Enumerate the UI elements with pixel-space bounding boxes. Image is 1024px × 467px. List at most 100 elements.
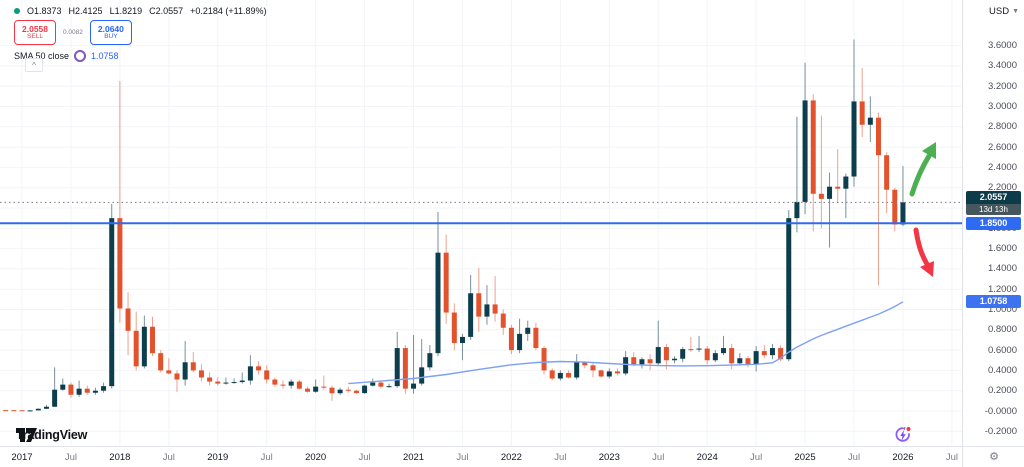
candle-body	[3, 410, 9, 412]
gear-icon[interactable]: ⚙	[989, 451, 999, 463]
chevron-up-icon: ^	[32, 60, 36, 70]
candle-body	[215, 381, 221, 384]
candle-body	[223, 382, 229, 384]
candle-body	[590, 365, 596, 371]
candle-body	[557, 372, 563, 379]
sell-label: SELL	[27, 33, 43, 40]
candle-body	[737, 358, 743, 364]
candle-body	[851, 101, 857, 177]
candle-body	[598, 370, 604, 377]
time-tick-label: 2025	[794, 452, 816, 463]
axis-corner: ⚙	[962, 446, 1024, 467]
ohlc-low: L1.8219	[109, 6, 143, 16]
time-tick-label: 2024	[696, 452, 718, 463]
candle-body	[696, 348, 702, 350]
candle-body	[182, 362, 188, 380]
price-tick-label: 0.2000	[987, 385, 1017, 397]
flash-sticker-icon[interactable]	[893, 425, 913, 445]
chart-canvas[interactable]	[0, 0, 962, 446]
arrow-up-drawing[interactable]	[909, 142, 936, 197]
candle-body	[141, 326, 147, 367]
candle-body	[566, 372, 572, 378]
candle-body	[76, 388, 82, 395]
candle-body	[492, 304, 498, 314]
indicator-value: 1.0758	[91, 51, 119, 61]
sell-button[interactable]: 2.0558 SELL	[14, 20, 56, 45]
candle-body	[272, 379, 278, 385]
ohlc-change: +0.2184 (+11.89%)	[190, 6, 267, 16]
current-price-value: 2.0557	[966, 191, 1021, 205]
price-tick-label: 3.0000	[987, 101, 1017, 112]
currency-selector[interactable]: USD ▼	[989, 6, 1019, 17]
price-tick-label: 2.6000	[987, 141, 1017, 153]
legend-collapse-button[interactable]: ^	[25, 58, 43, 72]
chart-plot-area[interactable]: O1.8373 H2.4125 L1.8219 C2.0557 +0.2184 …	[0, 0, 962, 446]
sell-price: 2.0558	[22, 23, 48, 34]
candle-body	[60, 384, 66, 390]
horizontal-line-price-value: 1.8500	[979, 217, 1008, 228]
candle-body	[174, 373, 180, 380]
candle-body	[304, 388, 310, 392]
price-tick-label: 1.2000	[987, 283, 1017, 295]
candles-layer[interactable]	[0, 39, 906, 412]
candle-body	[386, 386, 392, 388]
candle-body	[443, 252, 449, 313]
candle-body	[362, 385, 368, 394]
time-axis[interactable]: 2017 Jul 2018 Jul 2019 Jul 2020 Jul 2021 Jul 2022 J…	[0, 446, 962, 467]
candle-body	[256, 366, 262, 371]
candle-body	[525, 327, 531, 334]
price-tick-label: 1.6000	[987, 243, 1017, 255]
price-tick-label: 1.4000	[987, 263, 1017, 275]
candle-body	[11, 410, 17, 412]
candle-body	[500, 313, 506, 328]
candle-body	[353, 390, 359, 394]
candle-body	[794, 201, 800, 219]
ohlc-open: O1.8373	[27, 6, 62, 16]
candle-body	[166, 370, 172, 374]
candle-body	[35, 408, 41, 411]
candle-body	[459, 336, 465, 343]
price-tick-label: 3.2000	[987, 80, 1017, 92]
sma-50-line[interactable]	[348, 301, 904, 385]
buy-button[interactable]: 2.0640 BUY	[89, 20, 132, 45]
time-tick-label: Jul	[554, 452, 567, 463]
candle-body	[859, 101, 865, 125]
price-tick-label: 1.0000	[987, 304, 1017, 315]
candle-body	[264, 370, 270, 380]
indicator-row[interactable]: SMA 50 close 1.0758	[14, 50, 267, 62]
candle-body	[207, 377, 213, 382]
bar-close-countdown: 13d 13h	[966, 204, 1021, 216]
sma-price-label: 1.0758	[966, 295, 1021, 309]
time-tick-label: 2017	[11, 452, 33, 463]
candle-body	[402, 348, 408, 389]
time-tick-label: Jul	[945, 452, 958, 463]
tradingview-watermark: TradingView	[16, 428, 87, 442]
candle-body	[476, 293, 482, 317]
candle-body	[663, 347, 669, 361]
candle-body	[892, 189, 898, 225]
candle-body	[247, 366, 253, 381]
candle-body	[835, 186, 841, 189]
candle-body	[394, 348, 400, 387]
current-price-label: 2.0557 13d 13h	[966, 191, 1021, 216]
buy-price: 2.0640	[97, 23, 124, 34]
price-tick-label: 3.6000	[987, 40, 1017, 52]
candle-body	[133, 330, 139, 367]
candle-body	[900, 202, 906, 225]
price-tick-label: 0.6000	[987, 344, 1017, 356]
time-tick-label: Jul	[456, 452, 469, 463]
candle-body	[884, 155, 890, 190]
ohlc-close: C2.0557	[149, 6, 184, 16]
arrow-down-drawing[interactable]	[913, 227, 934, 277]
price-tick-label: 2.8000	[987, 121, 1017, 133]
candle-body	[541, 348, 547, 371]
chevron-down-icon: ▼	[1012, 8, 1019, 15]
price-axis[interactable]: USD ▼ 2.0557 13d 13h 1.8500 1.0758 3.600…	[962, 0, 1024, 446]
buy-label: BUY	[104, 33, 118, 40]
candle-body	[769, 348, 775, 356]
candle-body	[378, 382, 384, 387]
candle-body	[27, 410, 33, 412]
candle-body	[786, 218, 792, 360]
candle-body	[721, 348, 727, 354]
time-tick-label: 2018	[109, 452, 131, 463]
